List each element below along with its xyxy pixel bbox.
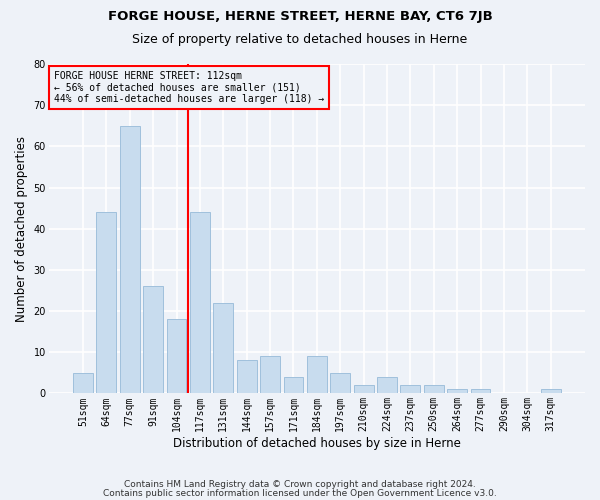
Y-axis label: Number of detached properties: Number of detached properties [15, 136, 28, 322]
Bar [214, 303, 233, 394]
Bar [377, 377, 397, 394]
Text: Contains HM Land Registry data © Crown copyright and database right 2024.: Contains HM Land Registry data © Crown c… [124, 480, 476, 489]
X-axis label: Distribution of detached houses by size in Herne: Distribution of detached houses by size … [173, 437, 461, 450]
Text: FORGE HOUSE HERNE STREET: 112sqm
← 56% of detached houses are smaller (151)
44% : FORGE HOUSE HERNE STREET: 112sqm ← 56% o… [54, 70, 325, 104]
Bar [424, 385, 444, 394]
Bar [190, 212, 210, 394]
Bar [167, 320, 187, 394]
Text: Size of property relative to detached houses in Herne: Size of property relative to detached ho… [133, 32, 467, 46]
Text: FORGE HOUSE, HERNE STREET, HERNE BAY, CT6 7JB: FORGE HOUSE, HERNE STREET, HERNE BAY, CT… [107, 10, 493, 23]
Bar [284, 377, 304, 394]
Bar [353, 385, 374, 394]
Bar [470, 390, 490, 394]
Bar [143, 286, 163, 394]
Bar [400, 385, 421, 394]
Bar [237, 360, 257, 394]
Bar [541, 390, 560, 394]
Text: Contains public sector information licensed under the Open Government Licence v3: Contains public sector information licen… [103, 488, 497, 498]
Bar [260, 356, 280, 394]
Bar [307, 356, 327, 394]
Bar [447, 390, 467, 394]
Bar [330, 373, 350, 394]
Bar [120, 126, 140, 394]
Bar [73, 373, 93, 394]
Bar [97, 212, 116, 394]
